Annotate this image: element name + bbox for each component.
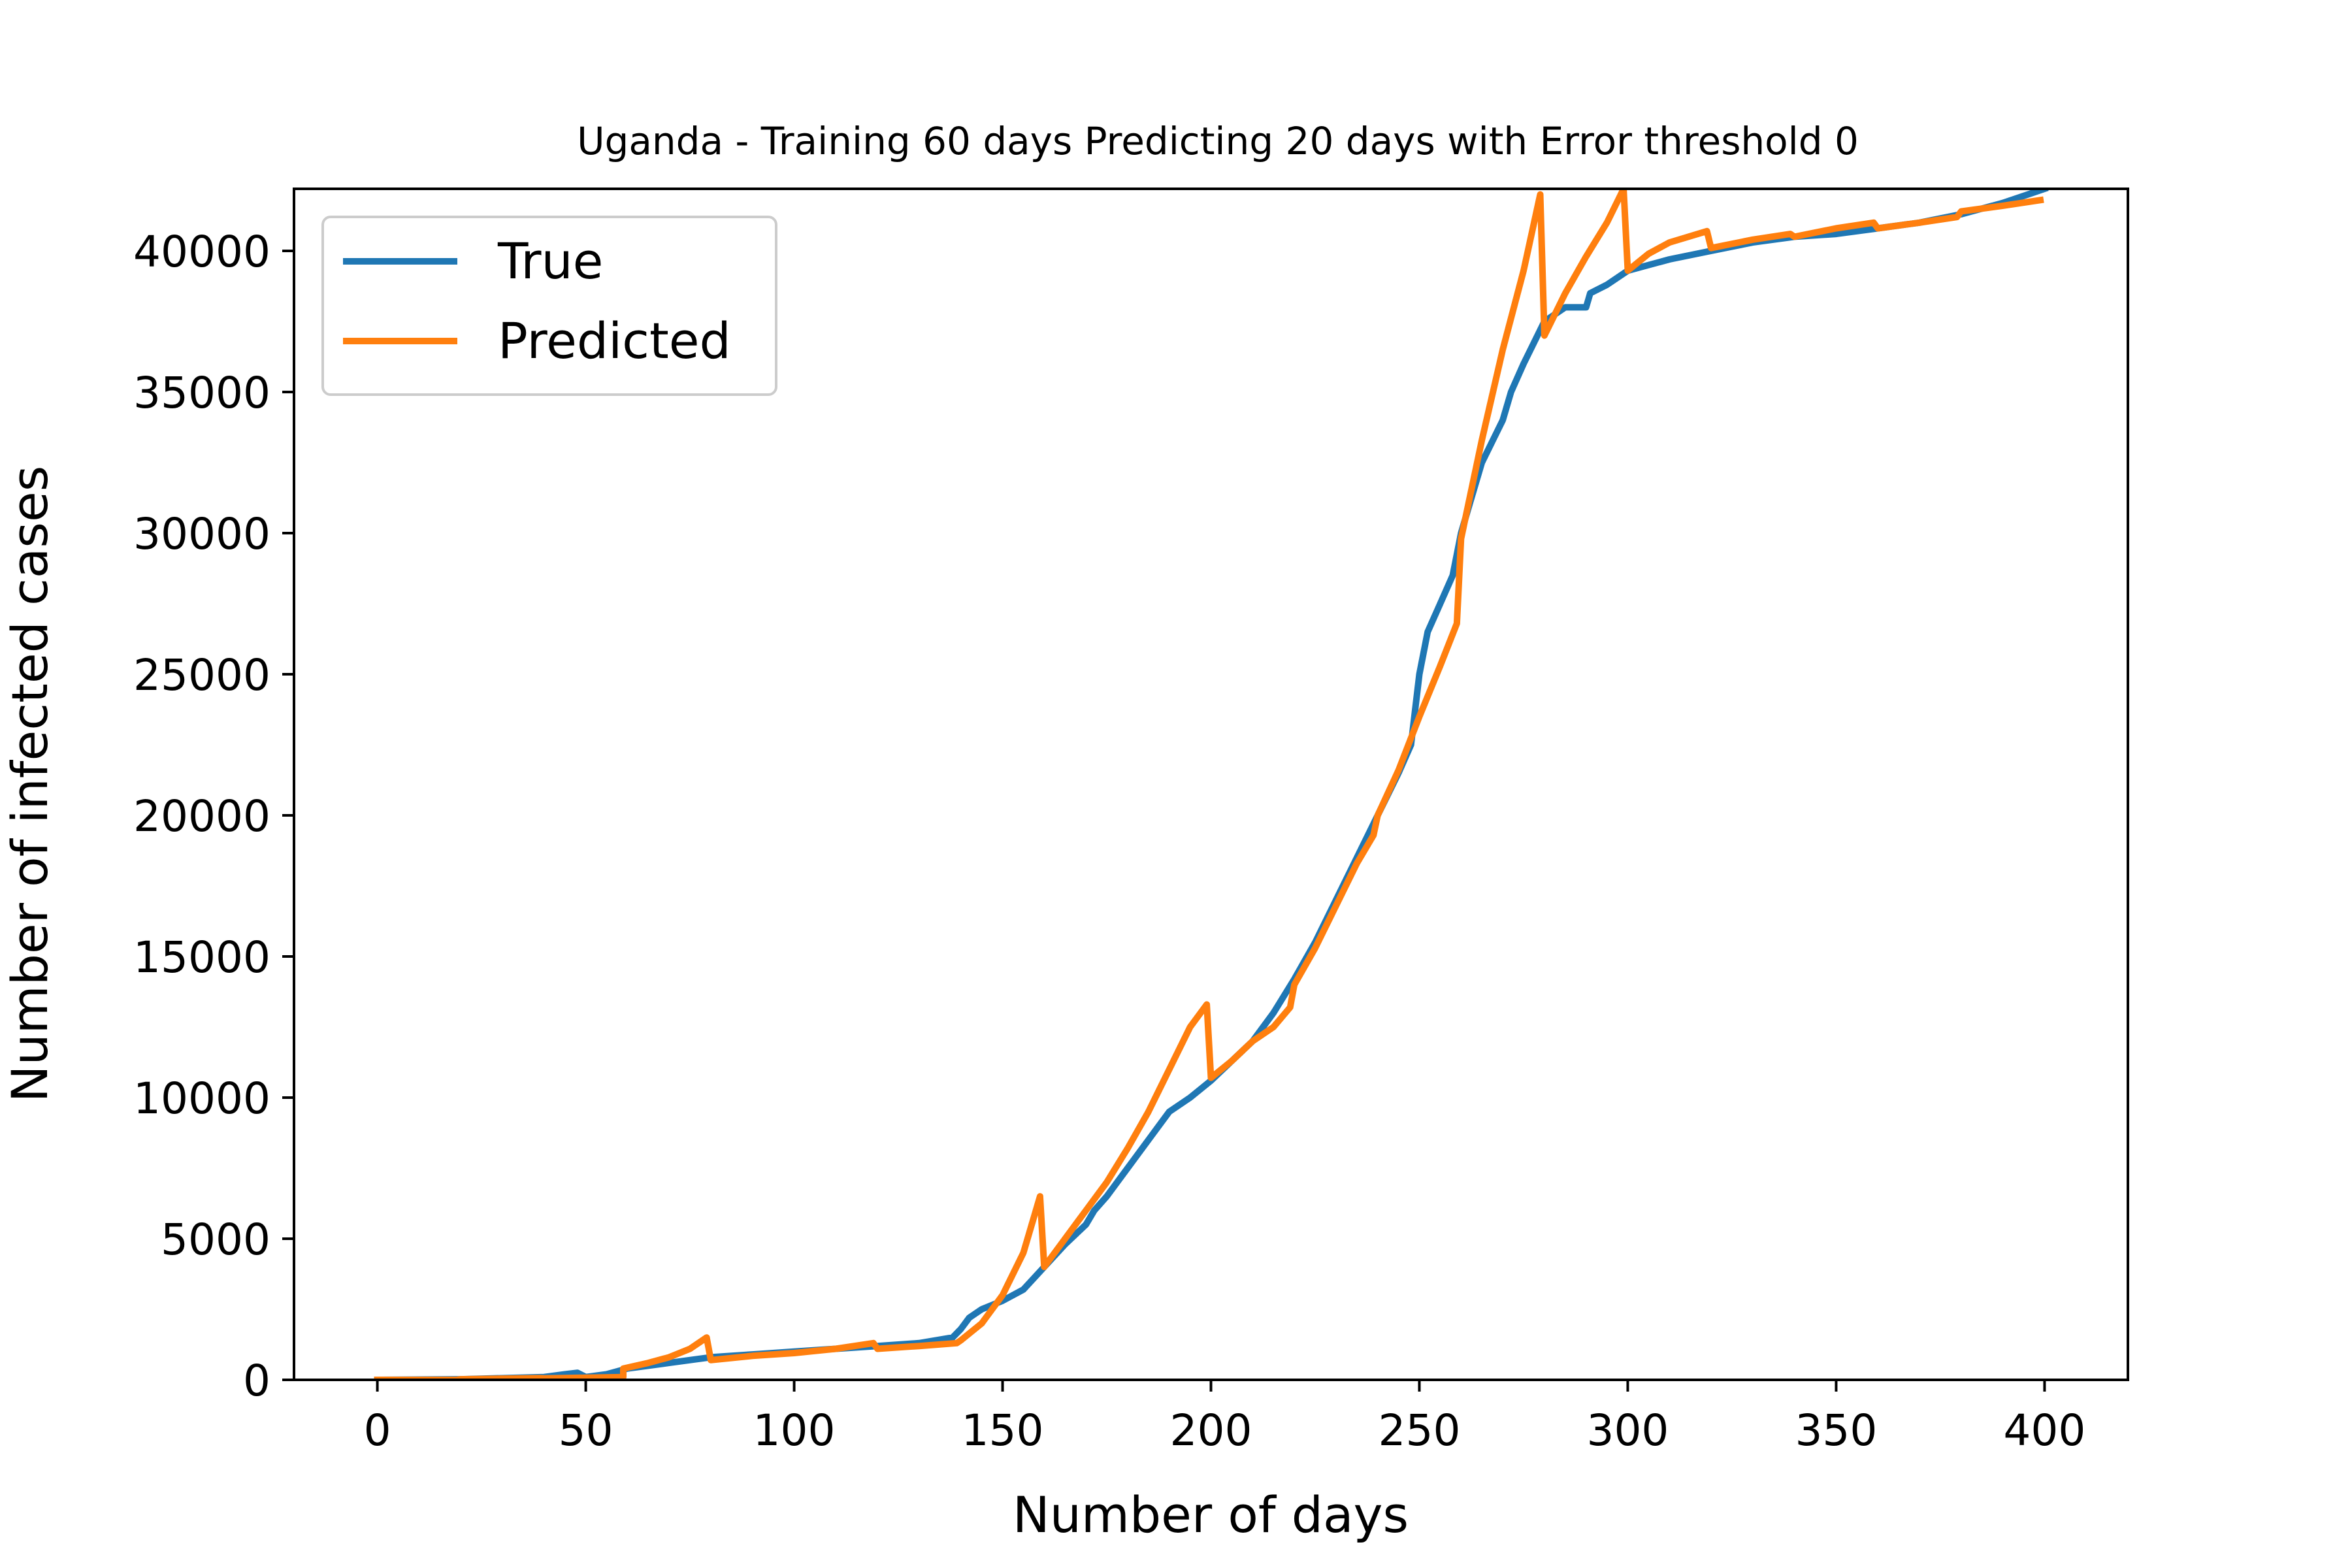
series-layer bbox=[374, 189, 2049, 1380]
y-tick-label: 10000 bbox=[133, 1073, 270, 1124]
y-tick-label: 35000 bbox=[133, 368, 270, 418]
legend-label-predicted: Predicted bbox=[498, 312, 731, 370]
legend: True Predicted bbox=[321, 216, 777, 396]
x-tick-label: 0 bbox=[364, 1405, 391, 1456]
y-tick-label: 0 bbox=[243, 1356, 270, 1406]
x-tick-label: 100 bbox=[753, 1405, 836, 1456]
y-tick-label: 15000 bbox=[133, 932, 270, 983]
x-tick-label: 300 bbox=[1586, 1405, 1669, 1456]
series-line-predicted bbox=[374, 189, 2044, 1380]
x-axis-label: Number of days bbox=[1013, 1486, 1409, 1544]
y-tick-label: 30000 bbox=[133, 509, 270, 559]
y-axis: 0 5000 10000 15000 20000 25000 30000 35000 40000 bbox=[133, 227, 294, 1406]
y-axis-label: Number of infected cases bbox=[1, 466, 59, 1103]
x-tick-label: 150 bbox=[962, 1405, 1044, 1456]
x-tick-label: 50 bbox=[559, 1405, 613, 1456]
x-tick-label: 400 bbox=[2003, 1405, 2085, 1456]
y-tick-label: 20000 bbox=[133, 791, 270, 841]
y-tick-label: 5000 bbox=[161, 1215, 270, 1265]
x-axis: 0 50 100 150 200 250 300 350 400 bbox=[364, 1380, 2085, 1456]
y-tick-label: 40000 bbox=[133, 227, 270, 277]
y-tick-label: 25000 bbox=[133, 650, 270, 700]
legend-label-true: True bbox=[497, 232, 603, 290]
x-tick-label: 350 bbox=[1795, 1405, 1877, 1456]
chart-title: Uganda - Training 60 days Predicting 20 … bbox=[577, 119, 1859, 163]
x-tick-label: 250 bbox=[1378, 1405, 1460, 1456]
x-tick-label: 200 bbox=[1170, 1405, 1252, 1456]
